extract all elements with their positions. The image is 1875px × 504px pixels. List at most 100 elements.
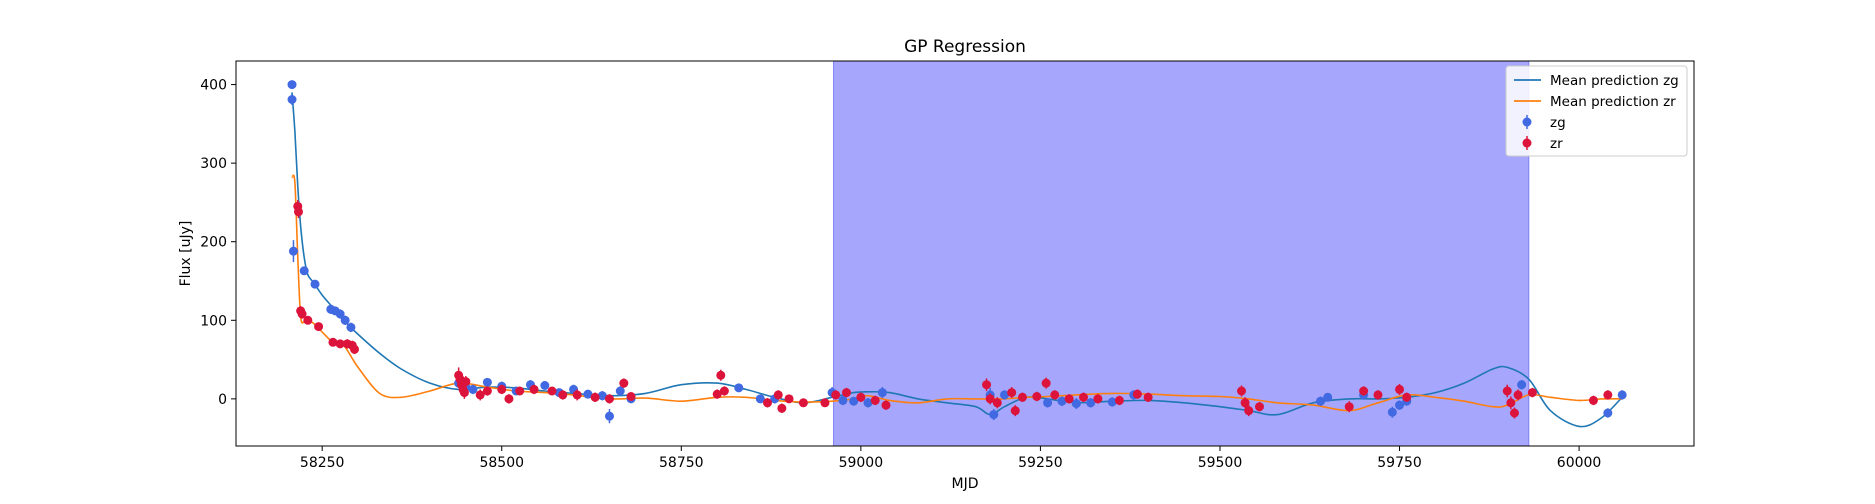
data-point-zr <box>1041 378 1051 388</box>
legend-label: zg <box>1550 115 1566 131</box>
data-point-zr <box>497 384 507 394</box>
data-point-zg <box>1617 390 1627 400</box>
chart-title: GP Regression <box>904 37 1026 57</box>
shaded-region <box>833 60 1530 447</box>
data-point-zr <box>572 390 582 400</box>
data-point-zg <box>1316 396 1326 406</box>
data-point-zg <box>1387 407 1397 417</box>
data-point-zg <box>287 80 297 90</box>
data-point-zr <box>303 315 313 325</box>
data-point-zr <box>482 386 492 396</box>
data-point-zr <box>1143 392 1153 402</box>
data-point-zg <box>335 309 345 319</box>
data-point-zr <box>515 386 525 396</box>
data-point-zr <box>1032 392 1042 401</box>
data-point-zg <box>755 394 765 404</box>
data-point-zr <box>777 403 787 413</box>
legend-item: zg <box>1522 115 1566 131</box>
data-point-zr <box>1010 406 1020 416</box>
data-point-zg <box>604 411 614 421</box>
x-tick-label: 59250 <box>1018 455 1063 471</box>
plot-frame <box>235 60 1695 447</box>
data-point-zg <box>340 315 350 325</box>
legend-box <box>1505 65 1688 157</box>
data-point-zr <box>881 400 891 410</box>
data-point-zg <box>540 381 550 390</box>
x-tick-label: 58750 <box>659 455 704 471</box>
y-tick-label: 400 <box>200 78 227 94</box>
data-point-zr <box>831 390 841 400</box>
data-point-zr <box>798 398 808 408</box>
y-tick-label: 200 <box>200 235 227 251</box>
data-point-zr <box>547 386 557 396</box>
data-point-zr <box>1359 386 1369 396</box>
legend-item: Mean prediction zr <box>1514 94 1676 110</box>
data-point-zr <box>328 337 338 347</box>
data-point-zr <box>314 322 324 332</box>
data-point-zr <box>1527 388 1537 398</box>
data-point-zg <box>583 389 593 399</box>
data-points-layer <box>287 80 1627 424</box>
data-point-zg <box>1107 397 1117 407</box>
x-tick-label: 59000 <box>839 455 884 471</box>
data-point-zg <box>1000 390 1010 400</box>
data-point-zr <box>985 394 995 404</box>
y-axis: 0 100 200 300 400 <box>200 78 236 408</box>
data-point-zg <box>734 383 744 393</box>
data-point-zg <box>877 388 887 398</box>
data-point-zg <box>989 410 999 420</box>
x-tick-label: 58250 <box>300 455 345 471</box>
data-point-zr <box>1240 398 1250 408</box>
data-point-zr <box>297 309 307 319</box>
data-point-zg <box>299 266 309 276</box>
data-point-zr <box>712 389 722 399</box>
data-point-zg <box>1057 396 1067 406</box>
data-point-zr <box>1402 392 1412 402</box>
data-point-zr <box>459 388 469 398</box>
data-point-zr <box>856 392 866 402</box>
data-point-zr <box>475 390 485 400</box>
data-point-zg <box>1323 392 1333 402</box>
data-point-zr <box>335 339 345 349</box>
data-point-zr <box>1509 408 1519 418</box>
data-point-zr <box>1513 390 1523 400</box>
legend-item: Mean prediction zg <box>1514 73 1679 89</box>
legend-marker-swatch <box>1522 138 1532 148</box>
data-point-zg <box>1071 399 1081 409</box>
data-point-zg <box>468 384 478 394</box>
data-point-zr <box>1114 395 1124 405</box>
data-point-zr <box>604 394 614 404</box>
series-line-mean-prediction-zr <box>291 174 1623 412</box>
data-point-zr <box>1344 402 1354 412</box>
data-point-zr <box>820 398 830 408</box>
data-point-zr <box>1588 395 1598 405</box>
data-point-zr <box>1017 392 1027 402</box>
data-point-zr <box>1132 389 1142 399</box>
data-point-zg <box>1086 398 1096 408</box>
legend: Mean prediction zg Mean prediction zr zg zr <box>1505 65 1688 157</box>
legend-label: zr <box>1550 136 1563 152</box>
data-point-zg <box>1517 380 1527 390</box>
data-point-zr <box>1373 390 1383 400</box>
data-point-zr <box>504 394 514 404</box>
x-tick-label: 58500 <box>479 455 524 471</box>
shaded-region-layer <box>833 60 1530 447</box>
data-point-zg <box>288 246 298 256</box>
legend-label: Mean prediction zg <box>1550 73 1679 89</box>
y-tick-label: 300 <box>200 156 227 172</box>
data-point-zr <box>626 392 636 401</box>
data-point-zr <box>1093 394 1103 404</box>
data-point-zg <box>838 395 848 405</box>
data-point-zr <box>1079 392 1089 402</box>
x-axis-title: MJD <box>952 476 979 492</box>
data-point-zr <box>992 398 1002 408</box>
data-point-zg <box>615 386 625 396</box>
legend-item: zr <box>1522 136 1563 152</box>
x-axis: 58250 58500 58750 59000 59250 59500 59750 60000 <box>300 446 1601 471</box>
series-points-zr <box>293 200 1613 419</box>
data-point-zr <box>784 394 794 404</box>
data-point-zr <box>1395 384 1405 394</box>
data-point-zr <box>293 207 303 217</box>
